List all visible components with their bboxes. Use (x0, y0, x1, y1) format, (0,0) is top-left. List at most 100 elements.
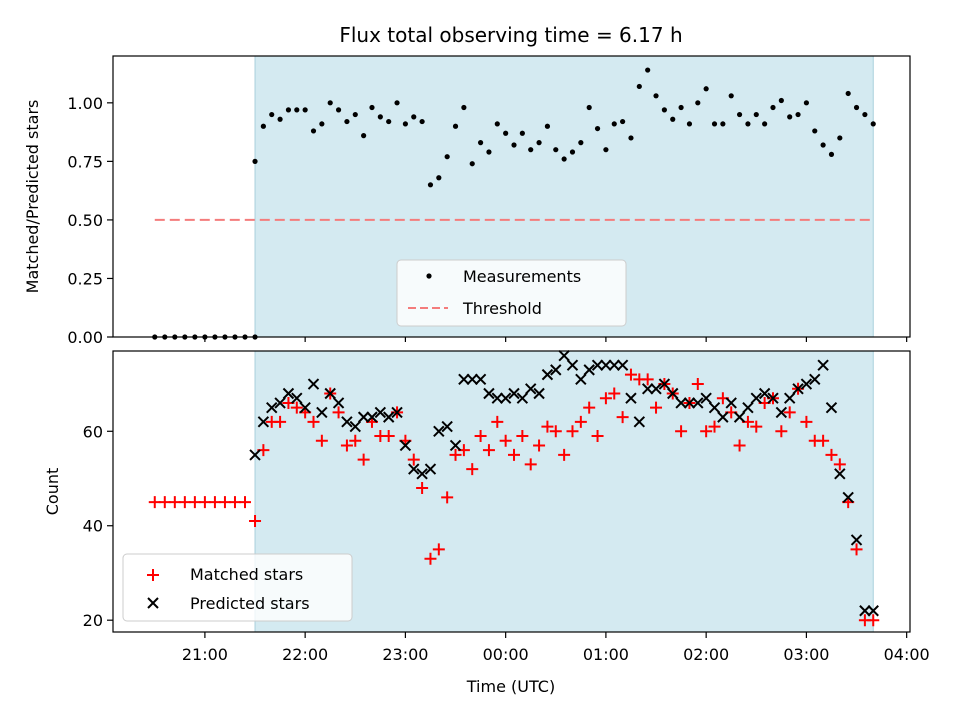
measurement-point (695, 100, 701, 106)
bottom-y-tick-label: 60 (83, 422, 103, 441)
matched-star-point (508, 448, 521, 461)
predicted-star-point (658, 378, 671, 390)
measurement-point (686, 121, 693, 127)
measurement-point (553, 147, 559, 153)
predicted-star-point (591, 359, 604, 371)
matched-star-point (315, 434, 328, 447)
matched-star-point (349, 434, 362, 447)
measurement-point (611, 121, 617, 127)
predicted-star-point (533, 387, 545, 400)
matched-star-point (641, 373, 654, 386)
predicted-star-point (792, 383, 804, 395)
measurement-point (645, 67, 651, 73)
predicted-star-point (809, 373, 821, 386)
measurement-point (670, 116, 676, 122)
measurement-point (260, 123, 266, 129)
measurement-point (661, 107, 667, 113)
predicted-star-point (625, 392, 637, 404)
matched-star-point (624, 368, 637, 381)
measurement-point (427, 182, 434, 188)
measurement-point (436, 175, 442, 181)
predicted-star-point (324, 387, 336, 400)
measurement-point (837, 135, 843, 141)
matched-star-point (608, 387, 621, 400)
measurement-point (828, 151, 835, 157)
measurement-point (277, 116, 283, 122)
measurement-point (486, 149, 492, 155)
predicted-star-point (683, 397, 696, 409)
measurement-point (853, 104, 860, 111)
legend-marker-matched (147, 569, 159, 581)
matched-star-point (775, 425, 788, 438)
predicted-star-point (441, 420, 453, 433)
measurement-point (411, 114, 417, 120)
predicted-star-point (633, 416, 646, 428)
measurement-point (352, 111, 358, 118)
matched-star-point (566, 425, 579, 438)
top-y-tick-label: 0.25 (67, 269, 103, 288)
matched-star-point (482, 444, 495, 457)
measurement-point (511, 142, 517, 148)
measurement-point (578, 140, 584, 146)
predicted-star-point (374, 406, 387, 419)
predicted-star-point (525, 383, 537, 395)
measurement-point (528, 147, 534, 153)
top-x-axis-ticks (204, 337, 908, 342)
matched-star-point (218, 496, 231, 509)
matched-star-point (499, 434, 512, 447)
predicted-star-point (692, 397, 704, 409)
predicted-star-point (291, 392, 303, 404)
matched-star-point (466, 463, 479, 476)
matched-star-point (558, 448, 571, 461)
matched-star-point (188, 496, 201, 509)
matched-star-point (148, 496, 161, 509)
measurement-point (477, 140, 484, 146)
predicted-star-point (433, 425, 445, 437)
predicted-star-point (641, 383, 654, 395)
bottom-panel: 20 40 60 21:00 22:00 23:00 00:00 01:00 02:00 03:… (43, 350, 930, 696)
predicted-star-point (800, 378, 813, 390)
matched-star-point (533, 439, 546, 452)
matched-star-point (491, 415, 504, 428)
matched-star-point (178, 496, 191, 509)
top-y-tick-label: 0.50 (67, 211, 103, 230)
measurement-point (319, 121, 325, 127)
top-y-axis-ticks: 0.00 0.25 0.50 0.75 1.00 (67, 94, 113, 347)
predicted-star-point (775, 406, 788, 419)
predicted-star-point (758, 387, 771, 400)
bottom-x-axis-ticks: 21:00 22:00 23:00 00:00 01:00 02:00 03:00 04:00 (182, 632, 930, 664)
measurement-point (361, 133, 367, 139)
measurement-point (461, 104, 467, 111)
measurement-point (636, 83, 642, 90)
matched-star-point (574, 415, 587, 428)
matched-star-point (599, 392, 612, 405)
predicted-star-point (733, 411, 746, 423)
predicted-star-point (349, 420, 361, 433)
predicted-star-point (316, 406, 328, 419)
x-tick-label: 04:00 (884, 645, 930, 664)
matched-star-point (249, 515, 262, 528)
predicted-star-point (341, 416, 353, 428)
matched-star-point (783, 406, 796, 419)
matched-star-point (583, 401, 596, 414)
measurement-point (544, 123, 551, 129)
measurement-point (870, 121, 876, 127)
predicted-star-point (700, 392, 712, 404)
predicted-star-point (483, 387, 495, 400)
legend-marker-measurements (426, 273, 432, 279)
matched-star-point (524, 458, 537, 471)
matched-star-point (541, 420, 554, 433)
measurement-point (720, 121, 726, 127)
predicted-star-point (249, 449, 261, 461)
top-y-tick-label: 0.00 (67, 328, 103, 347)
measurement-point (561, 156, 567, 162)
measurement-point (294, 107, 300, 113)
measurement-point (778, 97, 784, 104)
measurement-point (628, 135, 634, 141)
predicted-star-point (332, 397, 345, 409)
predicted-star-point (859, 605, 871, 617)
predicted-star-point (558, 350, 570, 362)
matched-star-point (168, 496, 181, 509)
measurement-point (745, 121, 751, 127)
matched-star-point (357, 453, 370, 466)
